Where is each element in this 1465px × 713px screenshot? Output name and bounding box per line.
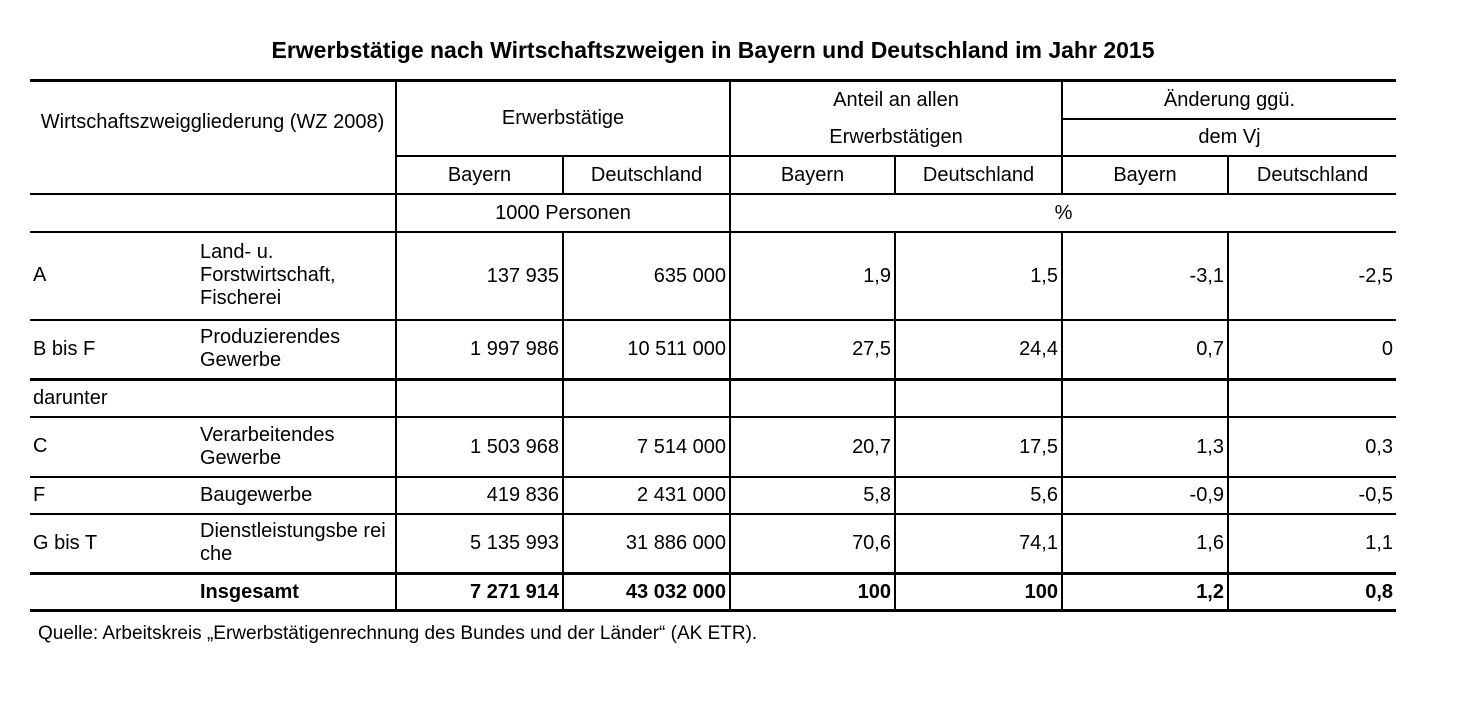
cell-aen-deutschland: 0 xyxy=(1226,318,1397,381)
total-aen-bayern: 1,2 xyxy=(1061,572,1229,612)
unit-row-blank xyxy=(30,193,397,233)
cell-erw-deutschland: 10 511 000 xyxy=(562,318,731,381)
cell-ant-deutschland xyxy=(894,378,1063,418)
row-code: A xyxy=(30,230,197,321)
total-erw-deutschland: 43 032 000 xyxy=(562,572,731,612)
header-row-3: Bayern Deutschland Bayern Deutschland Ba… xyxy=(30,154,1397,195)
cell-ant-bayern: 20,7 xyxy=(729,415,896,478)
cell-ant-bayern: 70,6 xyxy=(729,512,896,575)
erwerbstaetige-header: Erwerbstätige xyxy=(395,79,731,157)
cell-erw-deutschland: 2 431 000 xyxy=(562,475,731,515)
row-label: Dienstleistungsbe reiche xyxy=(197,512,397,575)
table-row: B bis F Produzierendes Gewerbe 1 997 986… xyxy=(30,318,1397,381)
row-code: G bis T xyxy=(30,512,197,575)
cell-erw-deutschland: 31 886 000 xyxy=(562,512,731,575)
cell-aen-deutschland: -0,5 xyxy=(1226,475,1397,515)
cell-ant-bayern: 27,5 xyxy=(729,318,896,381)
cell-erw-deutschland: 635 000 xyxy=(562,230,731,321)
row-code: B bis F xyxy=(30,318,197,381)
cell-aen-bayern: -0,9 xyxy=(1061,475,1229,515)
cell-aen-bayern: 1,3 xyxy=(1061,415,1229,478)
unit-percent: % xyxy=(728,192,1397,233)
cell-ant-deutschland: 17,5 xyxy=(894,415,1063,478)
cell-aen-bayern: 0,7 xyxy=(1061,318,1229,381)
cell-ant-deutschland: 1,5 xyxy=(894,230,1063,321)
cell-erw-bayern: 5 135 993 xyxy=(395,512,564,575)
row-label: Verarbeitendes Gewerbe xyxy=(197,415,397,478)
col-erw-deutschland: Deutschland xyxy=(562,154,731,195)
cell-aen-bayern xyxy=(1061,378,1229,418)
table-row: G bis T Dienstleistungsbe reiche 5 135 9… xyxy=(30,512,1397,575)
total-label: Insgesamt xyxy=(197,572,397,612)
row-label: Baugewerbe xyxy=(197,475,397,515)
anteil-header-line1: Anteil an allen xyxy=(729,79,1063,119)
col-erw-bayern: Bayern xyxy=(395,154,564,195)
cell-erw-deutschland: 7 514 000 xyxy=(562,415,731,478)
row-code: C xyxy=(30,415,197,478)
anteil-header-line2: Erwerbstätigen xyxy=(729,118,1063,157)
cell-erw-bayern: 137 935 xyxy=(395,230,564,321)
cell-ant-bayern: 5,8 xyxy=(729,475,896,515)
table-row: darunter xyxy=(30,378,1397,418)
row-label xyxy=(197,378,397,418)
total-erw-bayern: 7 271 914 xyxy=(395,572,564,612)
header-row-1: Wirtschaftszweiggliederung (WZ 2008) Erw… xyxy=(30,79,1397,195)
cell-aen-bayern: -3,1 xyxy=(1061,230,1229,321)
cell-erw-bayern: 419 836 xyxy=(395,475,564,515)
cell-aen-deutschland: -2,5 xyxy=(1226,230,1397,321)
cell-ant-bayern: 1,9 xyxy=(729,230,896,321)
total-ant-deutschland: 100 xyxy=(894,572,1063,612)
total-aen-deutschland: 0,8 xyxy=(1226,572,1397,612)
row-label: Produzierendes Gewerbe xyxy=(197,318,397,381)
table-title: Erwerbstätige nach Wirtschaftszweigen in… xyxy=(271,37,1155,63)
employment-table: Wirtschaftszweiggliederung (WZ 2008) Erw… xyxy=(30,79,1397,612)
cell-erw-bayern: 1 997 986 xyxy=(395,318,564,381)
col-ant-bayern: Bayern xyxy=(729,154,896,195)
col-aen-bayern: Bayern xyxy=(1061,154,1229,195)
col-aen-deutschland: Deutschland xyxy=(1226,154,1397,195)
row-code: darunter xyxy=(30,378,197,418)
total-ant-bayern: 100 xyxy=(729,572,896,612)
row-code: F xyxy=(30,475,197,515)
cell-erw-bayern: 1 503 968 xyxy=(395,415,564,478)
wz-header: Wirtschaftszweiggliederung (WZ 2008) xyxy=(30,79,397,195)
unit-row: 1000 Personen % xyxy=(30,192,1397,233)
aenderung-header-line1: Änderung ggü. xyxy=(1060,79,1397,120)
cell-aen-deutschland xyxy=(1226,378,1397,418)
table-row: F Baugewerbe 419 836 2 431 000 5,8 5,6 -… xyxy=(30,475,1397,515)
unit-persons: 1000 Personen xyxy=(395,192,731,233)
cell-ant-deutschland: 74,1 xyxy=(894,512,1063,575)
cell-aen-deutschland: 1,1 xyxy=(1226,512,1397,575)
cell-aen-bayern: 1,6 xyxy=(1061,512,1229,575)
cell-aen-deutschland: 0,3 xyxy=(1226,415,1397,478)
total-code xyxy=(30,572,197,612)
cell-ant-deutschland: 24,4 xyxy=(894,318,1063,381)
cell-ant-bayern xyxy=(729,378,896,418)
cell-erw-bayern xyxy=(395,378,564,418)
header-row-2: Erwerbstätigen dem Vj xyxy=(30,117,1397,157)
row-label: Land- u. Forstwirtschaft, Fischerei xyxy=(197,230,397,321)
col-ant-deutschland: Deutschland xyxy=(894,154,1063,195)
cell-ant-deutschland: 5,6 xyxy=(894,475,1063,515)
aenderung-header-line2: dem Vj xyxy=(1060,117,1397,157)
table-row: C Verarbeitendes Gewerbe 1 503 968 7 514… xyxy=(30,415,1397,478)
cell-erw-deutschland xyxy=(562,378,731,418)
total-row: Insgesamt 7 271 914 43 032 000 100 100 1… xyxy=(30,572,1397,612)
table-row: A Land- u. Forstwirtschaft, Fischerei 13… xyxy=(30,230,1397,321)
source-note: Quelle: Arbeitskreis „Erwerbstätigenrech… xyxy=(38,623,758,644)
